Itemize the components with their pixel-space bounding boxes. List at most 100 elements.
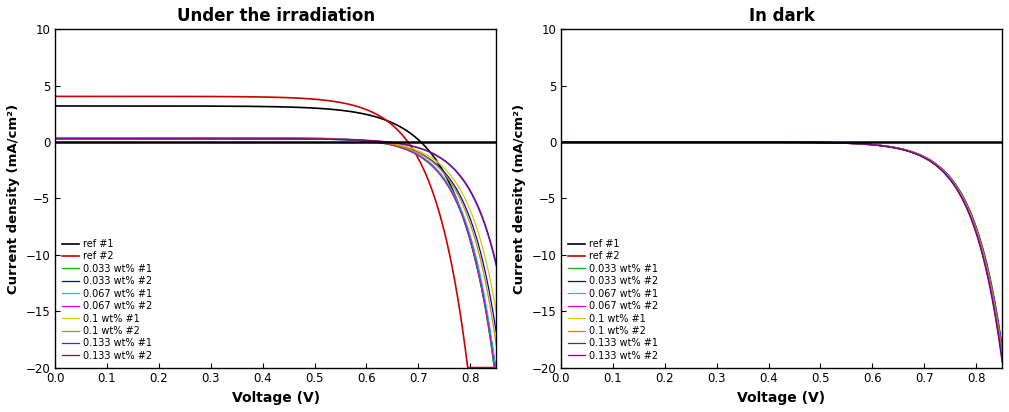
0.033 wt% #1 <box>94 136 106 140</box>
ref #2 <box>462 365 474 370</box>
0.133 wt% #2 <box>352 137 364 142</box>
0.133 wt% #2 <box>490 261 502 266</box>
0.067 wt% #1 <box>996 348 1008 353</box>
0.1 wt% #2 <box>858 142 870 147</box>
Line: 0.033 wt% #2: 0.033 wt% #2 <box>55 139 496 332</box>
Legend: ref #1, ref #2, 0.033 wt% #1, 0.033 wt% #2, 0.067 wt% #1, 0.067 wt% #2, 0.1 wt% : ref #1, ref #2, 0.033 wt% #1, 0.033 wt% … <box>566 237 660 363</box>
0.133 wt% #1 <box>555 140 567 145</box>
0.067 wt% #1 <box>907 150 919 154</box>
0.133 wt% #1 <box>996 356 1008 361</box>
0.1 wt% #1 <box>734 140 746 145</box>
0.1 wt% #2 <box>393 143 405 148</box>
0.067 wt% #1 <box>489 365 501 370</box>
ref #2 <box>352 104 364 109</box>
0.1 wt% #2 <box>996 349 1008 354</box>
ref #1 <box>996 354 1008 359</box>
0.033 wt% #1 <box>555 140 567 145</box>
0.133 wt% #2 <box>734 140 746 145</box>
0.067 wt% #2 <box>858 141 870 146</box>
0.033 wt% #1 <box>49 136 62 140</box>
0.033 wt% #1 <box>401 147 413 152</box>
Title: Under the irradiation: Under the irradiation <box>177 7 374 25</box>
0.1 wt% #1 <box>401 144 413 149</box>
0.033 wt% #1 <box>907 150 919 154</box>
Line: 0.133 wt% #2: 0.133 wt% #2 <box>55 139 496 263</box>
Line: 0.067 wt% #1: 0.067 wt% #1 <box>55 138 496 368</box>
ref #2 <box>899 147 911 152</box>
0.067 wt% #1 <box>94 135 106 140</box>
0.133 wt% #2 <box>907 150 919 155</box>
0.067 wt% #2 <box>490 365 502 370</box>
0.1 wt% #1 <box>227 136 239 141</box>
Line: ref #2: ref #2 <box>55 96 496 368</box>
ref #1 <box>393 124 405 129</box>
ref #2 <box>734 140 746 145</box>
Line: 0.067 wt% #2: 0.067 wt% #2 <box>561 142 1002 349</box>
0.033 wt% #1 <box>996 343 1008 348</box>
0.067 wt% #1 <box>899 147 911 152</box>
0.033 wt% #1 <box>227 136 239 140</box>
0.067 wt% #1 <box>734 140 746 145</box>
0.067 wt% #1 <box>600 140 612 145</box>
ref #1 <box>352 110 364 115</box>
0.033 wt% #1 <box>600 140 612 145</box>
0.1 wt% #2 <box>907 150 919 155</box>
0.067 wt% #2 <box>227 135 239 140</box>
ref #2 <box>393 129 405 134</box>
ref #1 <box>899 147 911 152</box>
ref #2 <box>600 140 612 145</box>
ref #2 <box>996 354 1008 359</box>
0.067 wt% #2 <box>352 138 364 143</box>
0.1 wt% #2 <box>555 140 567 145</box>
0.1 wt% #2 <box>734 140 746 145</box>
0.1 wt% #1 <box>907 150 919 155</box>
0.1 wt% #1 <box>600 140 612 145</box>
0.067 wt% #2 <box>907 150 919 154</box>
0.1 wt% #1 <box>996 351 1008 356</box>
ref #1 <box>243 104 255 109</box>
Line: 0.133 wt% #1: 0.133 wt% #1 <box>55 139 496 266</box>
0.033 wt% #2 <box>734 140 746 145</box>
0.1 wt% #1 <box>750 140 762 145</box>
0.1 wt% #2 <box>243 136 255 140</box>
0.067 wt% #1 <box>555 140 567 145</box>
Line: 0.033 wt% #2: 0.033 wt% #2 <box>561 142 1002 347</box>
0.033 wt% #2 <box>49 136 62 141</box>
0.133 wt% #1 <box>907 150 919 155</box>
0.133 wt% #2 <box>401 142 413 147</box>
0.033 wt% #2 <box>600 140 612 145</box>
Line: 0.133 wt% #2: 0.133 wt% #2 <box>561 142 1002 362</box>
Line: 0.1 wt% #1: 0.1 wt% #1 <box>561 142 1002 354</box>
0.033 wt% #2 <box>243 136 255 141</box>
0.033 wt% #1 <box>243 136 255 140</box>
0.067 wt% #2 <box>49 135 62 140</box>
Line: ref #1: ref #1 <box>561 142 1002 356</box>
0.033 wt% #1 <box>858 141 870 146</box>
Line: 0.033 wt% #1: 0.033 wt% #1 <box>561 142 1002 345</box>
ref #1 <box>490 365 502 370</box>
0.033 wt% #2 <box>750 140 762 145</box>
0.067 wt% #2 <box>899 147 911 152</box>
0.1 wt% #2 <box>94 136 106 140</box>
0.1 wt% #2 <box>352 138 364 143</box>
0.1 wt% #1 <box>352 138 364 143</box>
0.033 wt% #2 <box>401 145 413 150</box>
Line: 0.1 wt% #2: 0.1 wt% #2 <box>55 138 496 344</box>
0.067 wt% #2 <box>393 144 405 149</box>
Legend: ref #1, ref #2, 0.033 wt% #1, 0.033 wt% #2, 0.067 wt% #1, 0.067 wt% #2, 0.1 wt% : ref #1, ref #2, 0.033 wt% #1, 0.033 wt% … <box>60 237 154 363</box>
Line: 0.1 wt% #2: 0.1 wt% #2 <box>561 142 1002 352</box>
0.067 wt% #1 <box>243 135 255 140</box>
X-axis label: Voltage (V): Voltage (V) <box>738 391 825 405</box>
ref #1 <box>907 150 919 155</box>
0.1 wt% #2 <box>227 136 239 140</box>
ref #1 <box>600 140 612 145</box>
0.1 wt% #1 <box>94 136 106 141</box>
0.1 wt% #2 <box>401 146 413 151</box>
0.033 wt% #1 <box>899 147 911 152</box>
0.133 wt% #1 <box>750 140 762 145</box>
0.1 wt% #1 <box>899 147 911 152</box>
Y-axis label: Current density (mA/cm²): Current density (mA/cm²) <box>513 103 526 293</box>
ref #1 <box>750 140 762 145</box>
0.067 wt% #2 <box>94 135 106 140</box>
0.1 wt% #2 <box>899 147 911 152</box>
